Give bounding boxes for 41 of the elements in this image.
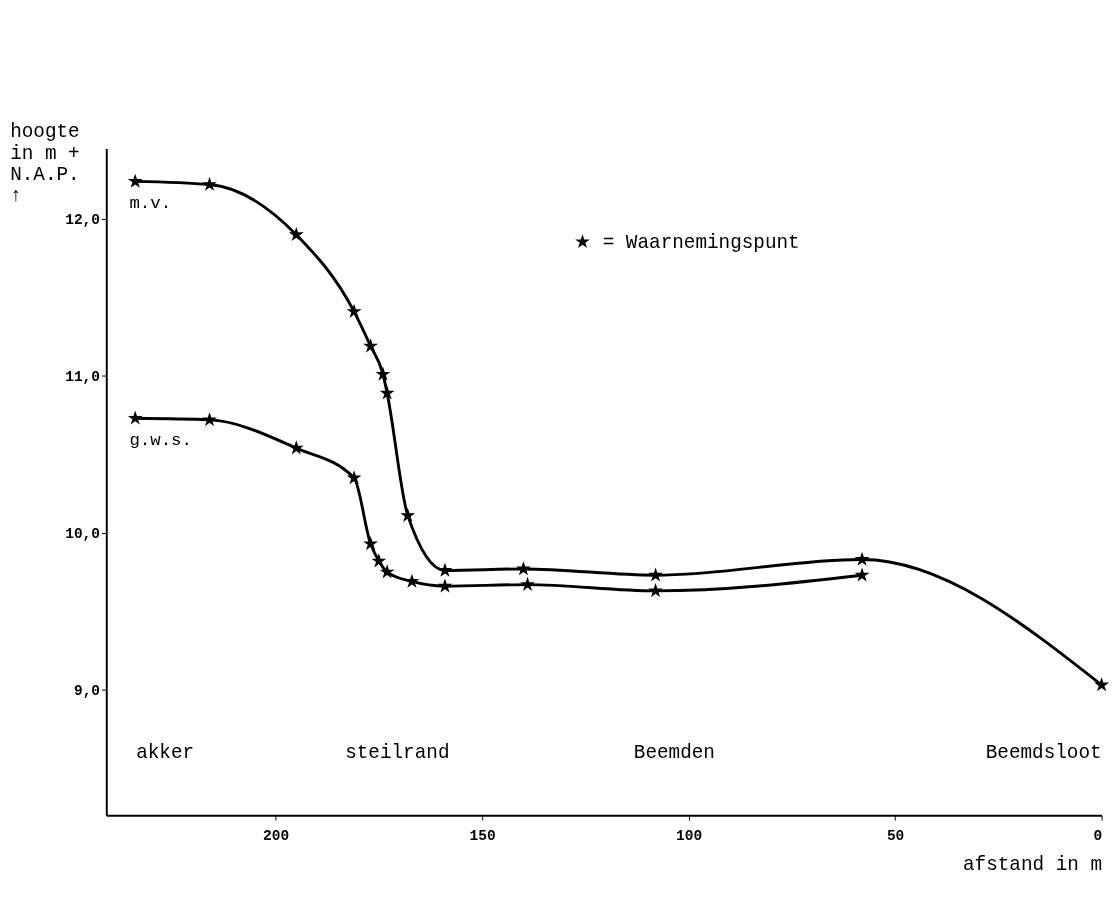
point [400, 507, 416, 522]
point [648, 583, 663, 598]
y-tick-label: 9,0 [73, 683, 101, 700]
point [371, 553, 387, 568]
annotation: g.w.s. [129, 431, 192, 451]
y-tick-label: 11,0 [65, 369, 101, 386]
point [288, 226, 304, 242]
point [1094, 677, 1110, 692]
annotation: Beemden [633, 741, 715, 764]
point [379, 564, 395, 579]
point [516, 561, 531, 576]
annotation: Beemdsloot [985, 741, 1102, 764]
x-tick-label: 100 [676, 827, 703, 844]
x-tick-label: 0 [1093, 827, 1103, 844]
point [288, 440, 304, 455]
y-tick-label: 12,0 [65, 212, 101, 229]
point [854, 551, 870, 566]
y-axis-title: hoogte in m + N.A.P. ↑ [10, 121, 80, 208]
point [375, 366, 391, 381]
point [202, 176, 217, 191]
x-tick-label: 150 [469, 827, 496, 844]
point [437, 578, 453, 593]
point [346, 303, 362, 318]
annotation: akker [136, 741, 195, 764]
point [202, 412, 217, 427]
x-tick-label: 200 [263, 827, 290, 844]
point [127, 410, 143, 425]
point [346, 470, 362, 485]
point [363, 536, 379, 551]
point [854, 567, 870, 582]
annotation: m.v. [129, 194, 172, 214]
annotation: ★ = Waarnemingspunt [574, 231, 800, 254]
y-tick-label: 10,0 [65, 526, 101, 543]
point [379, 385, 395, 400]
point [127, 173, 143, 188]
point [363, 338, 379, 353]
x-tick-label: 50 [886, 827, 905, 844]
x-axis-title: afstand in m [963, 853, 1103, 876]
point [520, 576, 535, 591]
point [648, 567, 663, 582]
annotation: steilrand [345, 741, 450, 764]
